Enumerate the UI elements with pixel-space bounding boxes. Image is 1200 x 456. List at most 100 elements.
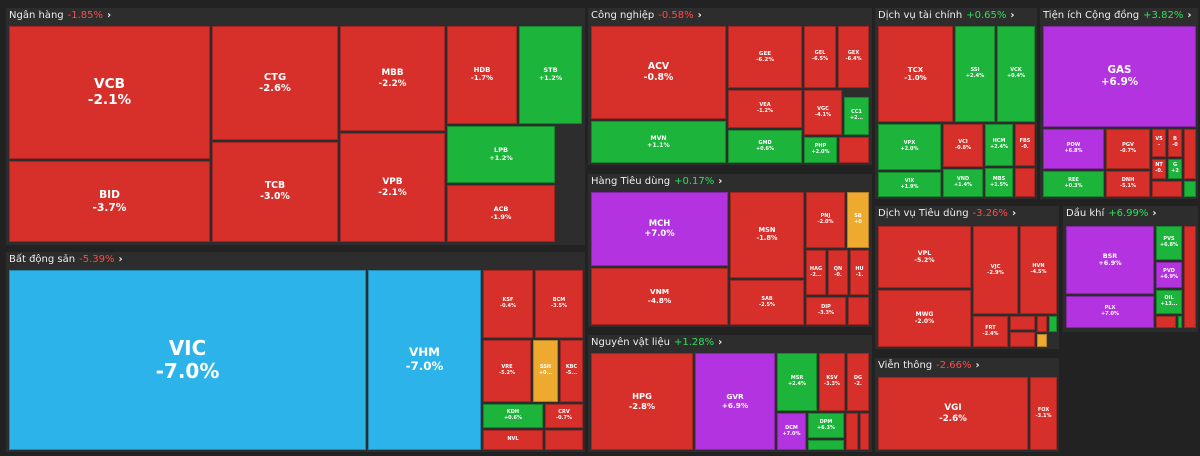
tile[interactable]: MCH +7.0% <box>591 192 728 266</box>
tile[interactable]: VHM -7.0% <box>368 270 481 450</box>
tile[interactable]: VCK +0.4% <box>997 26 1035 122</box>
tile[interactable]: PHP +2.0% <box>804 137 837 163</box>
tile[interactable]: PGV -0.7% <box>1106 129 1150 169</box>
tile[interactable]: KDH +0.6% <box>483 404 543 428</box>
tile[interactable]: STB +1.2% <box>519 26 582 124</box>
tile[interactable]: DPM +6.3% <box>808 413 844 438</box>
tile[interactable]: QN -0. <box>828 250 848 295</box>
tile-change: +1.5% <box>989 181 1009 188</box>
tile[interactable]: TCB -3.0% <box>212 142 338 242</box>
tile[interactable]: CTG -2.6% <box>212 26 338 140</box>
tile[interactable]: CC1 +2... <box>844 97 869 135</box>
tile[interactable]: VNM -4.8% <box>591 268 728 325</box>
tile[interactable]: B -0 <box>1168 129 1182 157</box>
sector-change: -3.26% <box>972 208 1008 219</box>
chevron: › <box>975 360 980 371</box>
tile[interactable]: PLX +7.0% <box>1066 296 1154 328</box>
ticker: CTG <box>263 71 287 83</box>
tile[interactable]: VGC -4.1% <box>804 90 842 135</box>
tile[interactable]: GAS +6.9% <box>1043 26 1196 127</box>
tile[interactable]: DNH -5.1% <box>1106 171 1150 197</box>
tile[interactable]: HCM +2.4% <box>985 124 1013 166</box>
tile[interactable]: LPB +1.2% <box>447 126 555 183</box>
tile[interactable]: MVN +1.1% <box>591 121 726 163</box>
ticker: B <box>1173 136 1177 143</box>
tile-change: +0.3% <box>1064 183 1083 189</box>
tile[interactable]: SSI +2.4% <box>955 26 995 122</box>
tile[interactable]: VCI -0.8% <box>943 124 983 167</box>
tile[interactable]: VS - <box>1152 129 1166 157</box>
tile[interactable]: SAB -2.5% <box>730 280 804 325</box>
tile[interactable]: MSN -1.8% <box>730 192 804 278</box>
tile[interactable]: ACB -1.9% <box>447 185 555 242</box>
tile[interactable]: CRV -0.7% <box>545 404 583 428</box>
tile[interactable]: GEE -6.2% <box>728 26 802 88</box>
tile-change: -1. <box>855 271 864 278</box>
ticker: BID <box>99 188 120 202</box>
tile-change: +6.9% <box>1098 259 1122 267</box>
tile[interactable]: VPB -2.1% <box>340 133 445 242</box>
tile[interactable]: GVR +6.9% <box>695 353 775 450</box>
tile[interactable]: FBS -0. <box>1015 124 1035 166</box>
tile[interactable]: VJC -2.9% <box>973 226 1018 314</box>
tile[interactable]: VRE -5.2% <box>483 340 531 402</box>
tile[interactable]: KBC -5... <box>560 340 583 402</box>
tile[interactable]: REE +0.3% <box>1043 171 1104 197</box>
tile[interactable]: DIP -3.3% <box>806 297 846 325</box>
tile-change: +2.0% <box>811 149 830 155</box>
tile[interactable]: MSR +2.4% <box>777 353 817 411</box>
tile-change: -5.2% <box>499 370 515 376</box>
tile <box>1184 181 1196 197</box>
tile-change: -4.5% <box>1030 269 1047 275</box>
tile[interactable]: GMD +0.6% <box>728 130 802 163</box>
tile[interactable]: GEL -6.5% <box>804 26 836 88</box>
ticker: QN <box>833 265 843 272</box>
chevron: › <box>697 10 702 21</box>
tile[interactable]: SSH +0... <box>533 340 558 402</box>
tile[interactable]: OIL +13... <box>1156 290 1182 314</box>
tile[interactable]: MWG -2.0% <box>878 290 971 347</box>
tile[interactable]: MBB -2.2% <box>340 26 445 131</box>
tile[interactable]: FOX -3.1% <box>1030 377 1057 450</box>
tile-change: +0... <box>538 370 553 376</box>
tile[interactable]: BID -3.7% <box>9 161 210 242</box>
ticker: HVN <box>1032 263 1045 270</box>
tile <box>1015 168 1035 197</box>
tile[interactable]: HU -1. <box>850 250 869 295</box>
tile[interactable]: VPX +2.0% <box>878 124 941 170</box>
tile[interactable]: PVD +6.9% <box>1156 262 1182 288</box>
tile[interactable]: ACV -0.8% <box>591 26 726 119</box>
tile[interactable]: VIC -7.0% <box>9 270 366 450</box>
tile[interactable]: HAG -2... <box>806 250 826 295</box>
tile[interactable]: NVL <box>483 430 543 450</box>
tile[interactable]: G +2 <box>1168 159 1182 179</box>
tile[interactable]: VND +1.4% <box>943 169 983 197</box>
tile[interactable]: VIX +1.9% <box>878 172 941 197</box>
tile[interactable]: NT -0. <box>1152 159 1166 179</box>
tile[interactable]: DG -2. <box>847 353 869 411</box>
tile[interactable]: DCM +7.0% <box>777 413 806 450</box>
tile[interactable]: KSF -0.4% <box>483 270 533 338</box>
tile[interactable]: POW +6.8% <box>1043 129 1104 169</box>
tile[interactable]: HDB -1.7% <box>447 26 517 124</box>
ticker: VPL <box>917 249 932 257</box>
tile[interactable]: PVS +6.8% <box>1156 226 1182 260</box>
ticker: TCB <box>264 180 286 192</box>
tile[interactable]: SB +0 <box>847 192 869 248</box>
tile[interactable]: VPL -5.2% <box>878 226 971 288</box>
tile[interactable]: FRT -2.4% <box>973 316 1008 347</box>
tile[interactable]: BSR +6.9% <box>1066 226 1154 294</box>
tile[interactable]: HVN -4.5% <box>1020 226 1057 314</box>
tile[interactable]: MBS +1.5% <box>985 168 1013 197</box>
tile[interactable]: VEA -1.2% <box>728 90 802 128</box>
tile[interactable]: VCB -2.1% <box>9 26 210 159</box>
sector-name: Nguyên vật liệu <box>591 337 670 348</box>
tile[interactable]: TCX -1.0% <box>878 26 953 122</box>
tile[interactable]: KSV -3.3% <box>819 353 845 411</box>
tile[interactable]: PNJ -2.0% <box>806 192 845 248</box>
tile[interactable]: BCM -3.5% <box>535 270 583 338</box>
tile[interactable]: VGI -2.6% <box>878 377 1028 450</box>
sector-name: Tiện ích Cộng đồng <box>1043 10 1140 21</box>
tile[interactable]: HPG -2.8% <box>591 353 693 450</box>
tile[interactable]: GEX -6.4% <box>838 26 869 88</box>
